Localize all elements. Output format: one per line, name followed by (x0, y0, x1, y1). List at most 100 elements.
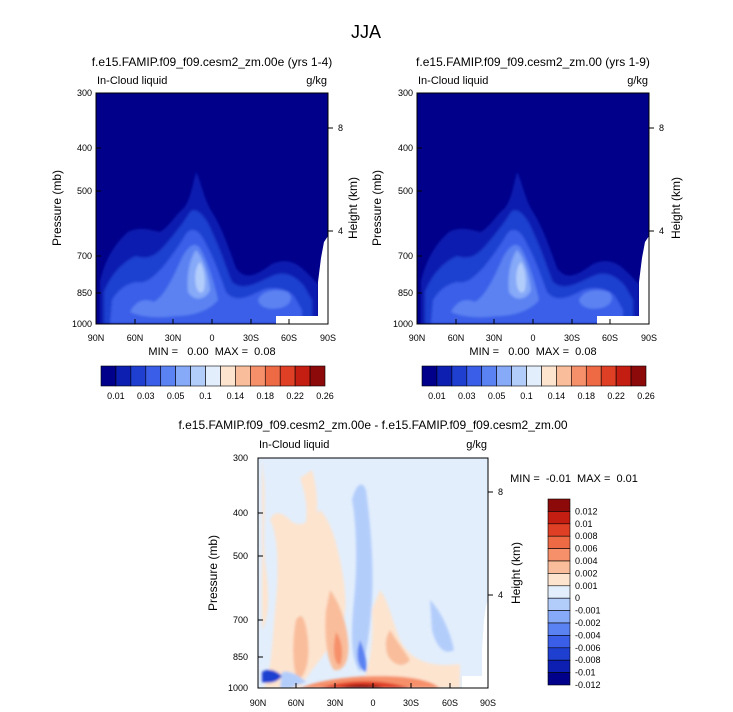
panel-c-y-ticks: 300 400 500 700 850 1000 (228, 453, 263, 693)
panel-b-colorbar-swatch (421, 365, 438, 387)
panel-b-colorbar-swatch (526, 365, 542, 387)
panel-a-y-tick-label: 300 (77, 88, 92, 98)
panel-c-colorbar-swatch (547, 659, 571, 673)
panel-c-colorbar-swatch (547, 548, 571, 562)
panel-a-x-tick-label: 30S (243, 333, 259, 343)
panel-b-min-max: MIN = 0.00 MAX = 0.08 (469, 346, 596, 358)
panel-a-colorbar-swatch (235, 365, 251, 387)
panel-b-colorbar-swatch (556, 365, 572, 387)
panel-b-colorbar-swatch (571, 365, 587, 387)
panel-a-x-tick-label: 60S (281, 333, 297, 343)
panel-c-colorbar-label: -0.004 (575, 630, 601, 640)
panel-b-colorbar-swatch (451, 365, 468, 387)
panel-c-colorbar-swatch (547, 672, 571, 686)
panel-c-colorbar-swatch (547, 523, 571, 537)
panel-b-colorbar-swatch (511, 365, 527, 387)
panel-a-colorbar-label: 0.03 (137, 391, 155, 401)
panel-a-colorbar-swatch (130, 365, 147, 387)
panel-c-height-tick-label: 8 (498, 487, 503, 497)
panel-a-colorbar-label: 0.14 (227, 391, 245, 401)
panel-a-colorbar-swatch (175, 365, 191, 387)
panel-b-y-tick-label: 850 (398, 288, 413, 298)
panel-b-colorbar-label: 0.03 (458, 391, 476, 401)
panel-a-colorbar: 0.01 0.03 0.05 0.1 0.14 0.18 0.22 0.26 (100, 365, 334, 401)
panel-c-colorbar-label: -0.001 (575, 606, 601, 616)
panel-c-colorbar-label: 0 (575, 593, 580, 603)
panel-b-colorbar-label: 0.05 (488, 391, 506, 401)
panel-c-colorbar-swatch (547, 635, 571, 649)
panel-a-y-tick-label: 500 (77, 186, 92, 196)
panel-c-colorbar-label: 0.004 (575, 556, 598, 566)
panel-a-colorbar-swatch (264, 365, 281, 387)
panel-b-colorbar-label: 0.26 (637, 391, 655, 401)
panel-b: f.e15.FAMIP.f09_f09.cesm2_zm.00 (yrs 1-9… (370, 55, 683, 401)
panel-b-y-tick-label: 300 (398, 88, 413, 98)
panel-c-y-tick-label: 300 (233, 453, 248, 463)
panel-c-colorbar-swatch (547, 498, 571, 512)
panel-c-right-ticks: 8 4 (488, 487, 503, 600)
panel-b-y-tick-label: 400 (398, 143, 413, 153)
panel-c-x-tick-label: 30S (403, 698, 419, 708)
panel-b-contour-field (417, 93, 649, 324)
panel-b-units-label: g/kg (627, 75, 648, 87)
panel-b-colorbar: 0.01 0.03 0.05 0.1 0.14 0.18 0.22 0.26 (421, 365, 655, 401)
panel-b-y-tick-label: 1000 (393, 319, 413, 329)
panel-c-colorbar-swatch (547, 610, 571, 624)
panel-b-y-tick-label: 500 (398, 186, 413, 196)
panel-a-colorbar-swatch (160, 365, 176, 387)
panel-b-x-tick-label: 90S (641, 333, 657, 343)
panel-c-colorbar-label: 0.012 (575, 506, 598, 516)
panel-a-x-tick-label: 30N (165, 333, 182, 343)
panel-a-right-ticks: 8 4 (328, 123, 343, 236)
panel-a-right-axis-label: Height (km) (346, 177, 360, 239)
panel-c-colorbar-swatch (547, 535, 571, 549)
panel-b-x-ticks: 90N 60N 30N 0 30S 60S 90S (409, 319, 657, 343)
panel-a-y-axis-label: Pressure (mb) (50, 170, 64, 246)
panel-a-colorbar-label: 0.18 (257, 391, 275, 401)
panel-c-height-tick-label: 4 (498, 590, 503, 600)
panel-a-y-ticks: 300 400 500 700 850 1000 (72, 88, 101, 329)
panel-c-x-tick-label: 90N (250, 698, 267, 708)
panel-a-colorbar-swatch (279, 365, 296, 387)
panel-a-title: f.e15.FAMIP.f09_f09.cesm2_zm.00e (yrs 1-… (92, 55, 333, 69)
panel-b-x-tick-label: 30N (486, 333, 503, 343)
panel-c-title: f.e15.FAMIP.f09_f09.cesm2_zm.00e - f.e15… (178, 418, 567, 432)
panel-c-y-tick-label: 850 (233, 652, 248, 662)
panel-a: f.e15.FAMIP.f09_f09.cesm2_zm.00e (yrs 1-… (50, 55, 360, 401)
panel-a-height-tick-label: 8 (338, 123, 343, 133)
panel-b-x-tick-label: 60N (448, 333, 465, 343)
panel-c-y-tick-label: 1000 (228, 683, 248, 693)
panel-b-right-axis-label: Height (km) (669, 177, 683, 239)
panel-c-colorbar-label: -0.008 (575, 655, 601, 665)
panel-b-y-ticks: 300 400 500 700 850 1000 (393, 88, 422, 329)
panel-c-colorbar-label: -0.01 (575, 668, 596, 678)
panel-a-colorbar-swatch (190, 365, 206, 387)
panel-c-contour-field (258, 458, 488, 688)
panel-c-x-tick-label: 90S (480, 698, 496, 708)
panel-a-colorbar-label: 0.1 (199, 391, 212, 401)
panel-c-x-ticks: 90N 60N 30N 0 30S 60S 90S (250, 683, 496, 708)
panel-b-title: f.e15.FAMIP.f09_f09.cesm2_zm.00 (yrs 1-9… (416, 55, 650, 69)
panel-c-colorbar-swatch (547, 622, 571, 636)
panel-c-x-tick-label: 0 (370, 698, 375, 708)
panel-b-colorbar-swatch (466, 365, 483, 387)
panel-a-variable-label: In-Cloud liquid (97, 75, 167, 87)
panel-a-x-ticks: 90N 60N 30N 0 30S 60S 90S (88, 319, 336, 343)
panel-c-colorbar-label: -0.006 (575, 643, 601, 653)
panel-a-x-tick-label: 90S (320, 333, 336, 343)
panel-c-units-label: g/kg (466, 439, 487, 451)
panel-a-colorbar-swatch (100, 365, 117, 387)
panel-c-x-tick-label: 30N (327, 698, 344, 708)
panel-c-colorbar-swatch (547, 511, 571, 525)
panel-a-colorbar-swatch (250, 365, 266, 387)
panel-b-colorbar-swatch (436, 365, 453, 387)
panel-c-colorbar-label: 0.008 (575, 531, 598, 541)
panel-c-y-tick-label: 400 (233, 508, 248, 518)
panel-a-x-tick-label: 60N (127, 333, 144, 343)
panel-a-colorbar-label: 0.01 (107, 391, 125, 401)
panel-a-contour-field (96, 93, 328, 324)
panel-b-right-ticks: 8 4 (649, 123, 664, 236)
panel-c-y-tick-label: 700 (233, 615, 248, 625)
panel-b-variable-label: In-Cloud liquid (418, 75, 488, 87)
panel-a-colorbar-label: 0.22 (286, 391, 304, 401)
